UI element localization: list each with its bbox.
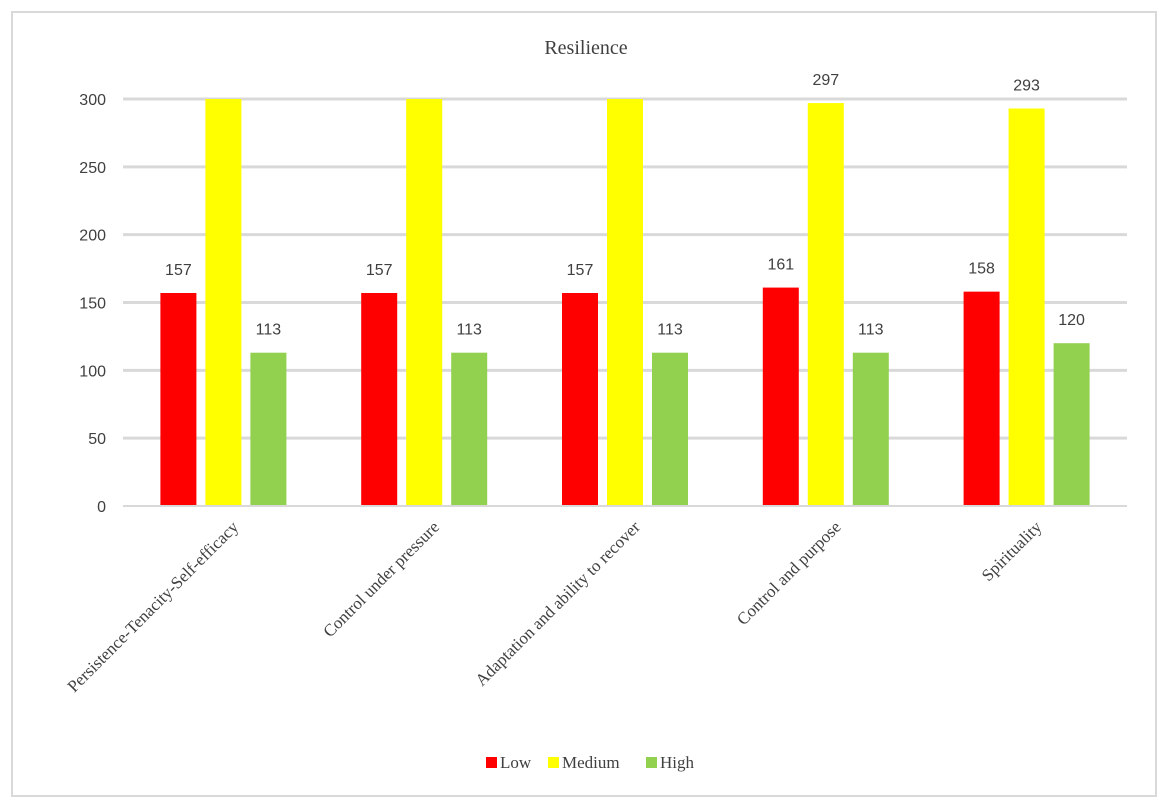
legend: Low Medium High (486, 753, 695, 772)
bar-medium-2 (406, 99, 443, 506)
legend-label-medium: Medium (562, 753, 620, 772)
data-label: 113 (456, 322, 482, 339)
category-label: Adaptation and ability to recover (472, 517, 645, 690)
data-label: 120 (1058, 312, 1085, 329)
data-label: 157 (366, 262, 393, 279)
data-label: 158 (968, 261, 995, 278)
legend-label-low: Low (500, 753, 532, 772)
bar-medium-1 (205, 99, 242, 506)
category-labels: Persistence-Tenacity-Self-efficacy Contro… (64, 517, 1046, 696)
bar-low-3 (562, 293, 598, 506)
data-label: 297 (812, 72, 839, 89)
bars (160, 99, 1090, 506)
bar-low-5 (963, 291, 1000, 506)
legend-label-high: High (660, 753, 695, 772)
data-labels: 157 113 157 113 157 113 161 297 113 158 293 120 (165, 72, 1085, 339)
data-label: 113 (858, 322, 884, 339)
bar-high-2 (451, 352, 488, 506)
bar-high-5 (1053, 343, 1090, 506)
y-tick-label: 300 (79, 92, 106, 109)
bar-low-4 (762, 287, 799, 506)
y-tick-label: 200 (79, 228, 106, 245)
chart-title: Resilience (544, 37, 627, 59)
legend-swatch-medium (548, 757, 559, 768)
y-tick-label: 250 (79, 160, 106, 177)
data-label: 157 (567, 262, 594, 279)
bar-high-3 (652, 352, 688, 506)
data-label: 113 (256, 322, 282, 339)
y-tick-label: 100 (79, 363, 106, 380)
y-tick-label: 150 (79, 296, 106, 313)
data-label: 113 (657, 322, 683, 339)
category-label: Persistence-Tenacity-Self-efficacy (64, 517, 243, 696)
legend-swatch-low (486, 757, 497, 768)
legend-swatch-high (646, 757, 657, 768)
category-label: Control and purpose (733, 517, 845, 629)
bar-medium-4 (807, 103, 844, 506)
data-label: 161 (767, 257, 794, 274)
y-axis-ticks: 0 50 100 150 200 250 300 (79, 92, 106, 516)
bar-low-2 (361, 293, 398, 506)
bar-high-1 (250, 352, 287, 506)
bar-medium-5 (1008, 108, 1045, 506)
y-tick-label: 0 (97, 499, 106, 516)
bar-low-1 (160, 293, 197, 506)
bar-high-4 (852, 352, 889, 506)
data-label: 293 (1013, 77, 1040, 94)
data-label: 157 (165, 262, 192, 279)
category-label: Spirituality (978, 517, 1046, 585)
bar-medium-3 (607, 99, 643, 506)
category-label: Control under pressure (319, 517, 443, 641)
y-tick-label: 50 (88, 431, 106, 448)
